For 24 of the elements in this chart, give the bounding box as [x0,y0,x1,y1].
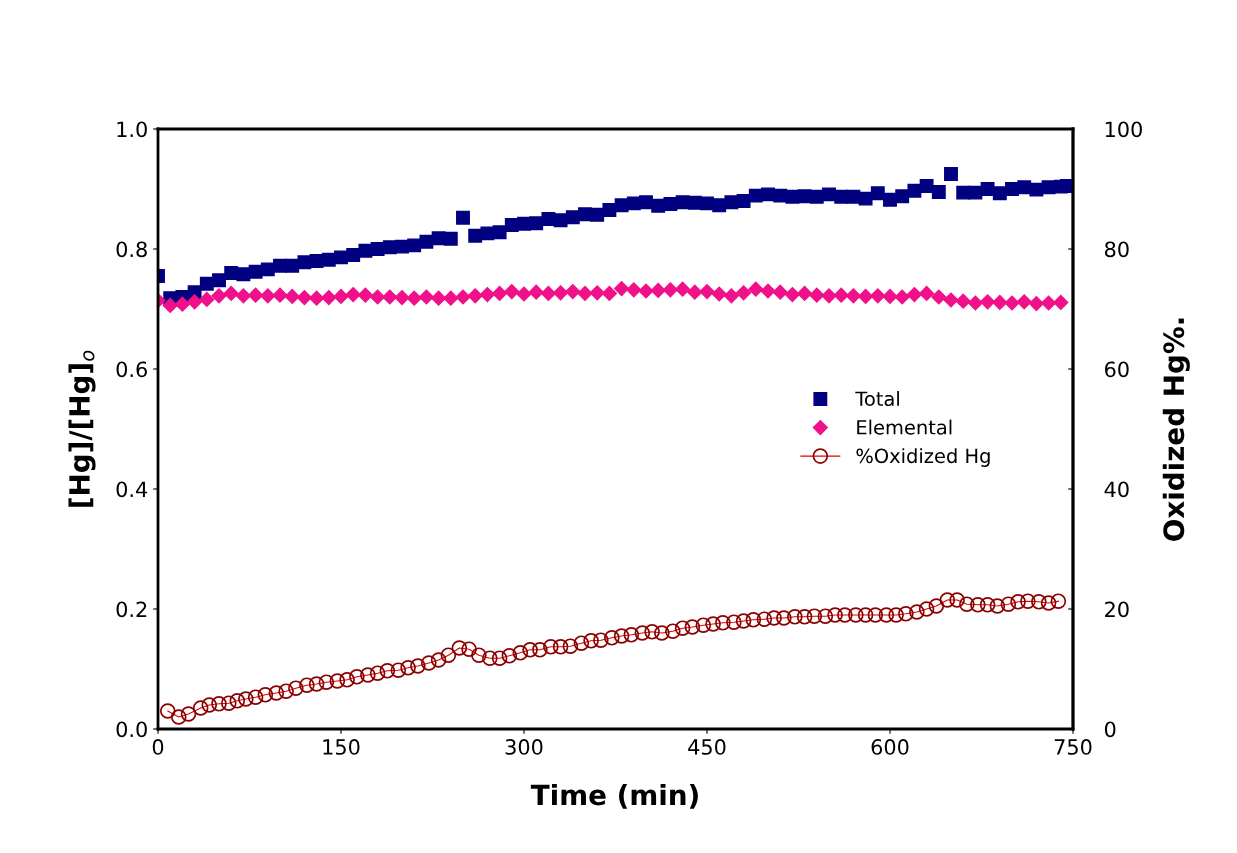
legend-label: Elemental [857,419,952,435]
x-tick-label: 750 [1054,739,1092,755]
x-tick-label: 150 [323,739,360,755]
x-tick-label: 600 [871,739,909,755]
x-tick-label: 450 [688,739,726,755]
y-tick-label: 0.4 [116,481,148,498]
legend-label: Total [855,391,899,407]
y2-tick-label: 60 [1105,361,1129,378]
x-tick-label: 300 [505,739,543,755]
y-tick-label: 0.0 [116,721,147,738]
x-tick-label: 0 [152,739,164,755]
y-tick-label: 0.2 [116,601,147,618]
y2-tick-label: 0 [1104,721,1116,738]
y2-tick-label: 40 [1104,481,1129,498]
y-axis-title: [Hg]/[Hg]$_{o}$ [68,350,96,507]
y2-tick-label: 80 [1104,241,1129,258]
y-tick-label: 0.8 [116,241,147,258]
y2-axis-title: Oxidized Hg%. [1162,318,1190,541]
y2-tick-label: 20 [1105,601,1129,618]
y-tick-label: 0.6 [116,361,147,378]
y-tick-label: 1.0 [117,121,147,138]
legend-label: %Oxidized Hg [856,448,990,467]
y2-tick-label: 100 [1105,121,1142,138]
x-axis-title: Time (min) [530,783,698,809]
